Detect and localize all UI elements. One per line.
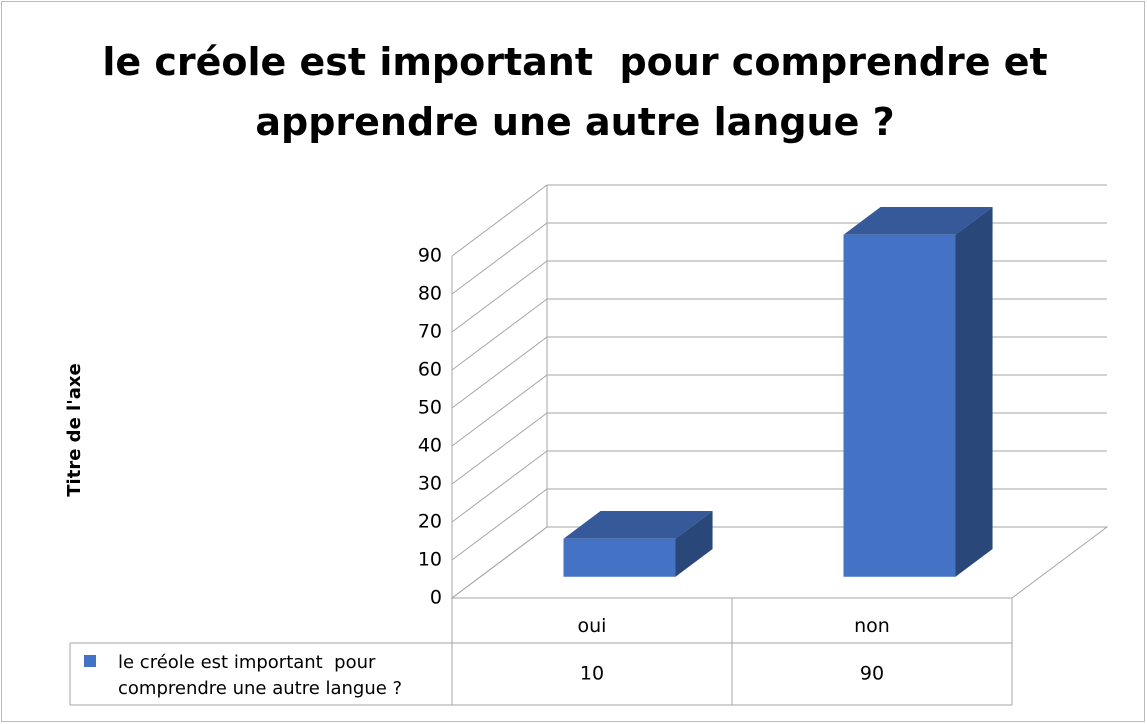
bar-top	[843, 207, 993, 235]
y-axis-label: Titre de l'axe	[64, 363, 85, 496]
y-tick-label: 60	[418, 359, 442, 381]
y-tick-label: 80	[418, 283, 442, 305]
grid-line	[451, 260, 1107, 333]
grid-line	[451, 298, 1107, 371]
y-tick-label: 90	[418, 245, 442, 267]
bar-side	[955, 207, 993, 577]
legend-swatch	[84, 655, 96, 667]
bar-top	[563, 511, 713, 539]
y-tick-label: 10	[418, 549, 442, 571]
bar-side	[675, 511, 713, 577]
y-tick-label: 20	[418, 511, 442, 533]
legend-entry: le créole est important pour comprendre …	[118, 652, 403, 699]
table-value: 90	[860, 663, 884, 685]
grid-line	[451, 222, 1107, 295]
table-value: 10	[580, 663, 604, 685]
y-tick-label: 40	[418, 435, 442, 457]
grid-line	[451, 412, 1107, 485]
bar	[843, 234, 956, 577]
grid-line	[451, 450, 1107, 523]
floor	[450, 526, 1109, 599]
y-tick-label: 70	[418, 321, 442, 343]
y-tick-label: 50	[418, 397, 442, 419]
bar	[563, 538, 676, 577]
grid-line	[451, 374, 1107, 447]
chart-title: le créole est important pour comprendre …	[102, 40, 1061, 144]
x-tick-label: oui	[578, 615, 607, 637]
grid-line	[451, 488, 1107, 561]
grid-line	[451, 526, 1107, 599]
y-tick-label: 0	[430, 587, 442, 609]
grid-line	[451, 336, 1107, 409]
y-tick-label: 30	[418, 473, 442, 495]
x-tick-label: non	[854, 615, 890, 637]
grid-line	[451, 184, 1107, 257]
